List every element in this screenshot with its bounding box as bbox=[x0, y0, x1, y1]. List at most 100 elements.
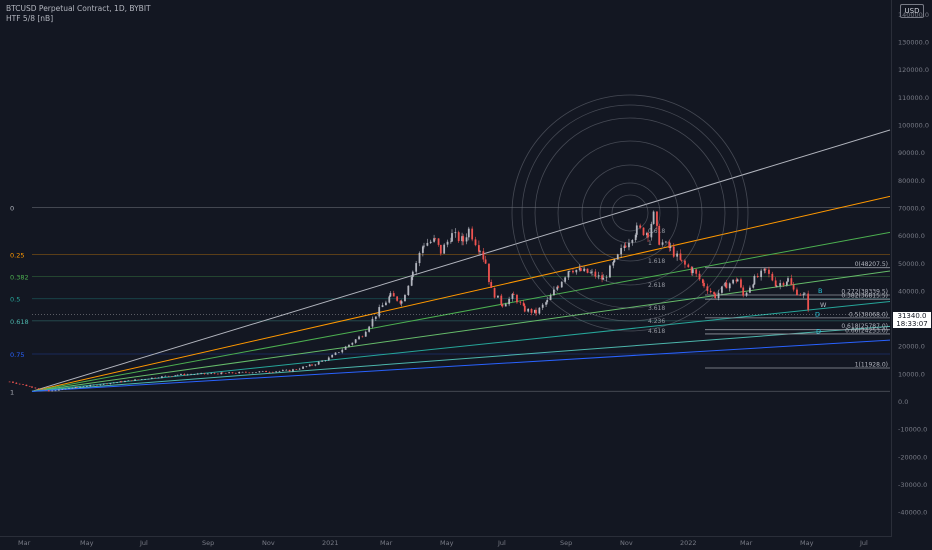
candle-body bbox=[415, 263, 418, 272]
candle-body bbox=[512, 293, 515, 295]
candle-body bbox=[721, 286, 723, 293]
candle-body bbox=[612, 262, 615, 266]
candle-body bbox=[454, 232, 457, 234]
candle-body bbox=[154, 377, 157, 379]
candle-body bbox=[361, 336, 364, 338]
candle-body bbox=[724, 282, 727, 287]
retracement-label: 0.66(24253.0) bbox=[845, 327, 888, 334]
x-tick-label: May bbox=[440, 539, 454, 547]
candle-body bbox=[725, 282, 728, 289]
chart-title: BTCUSD Perpetual Contract, 1D, BYBIT bbox=[6, 4, 151, 13]
wave-label: B bbox=[818, 287, 822, 295]
candle-body bbox=[634, 234, 637, 241]
candle-body bbox=[635, 225, 638, 235]
candle-body bbox=[467, 228, 470, 238]
candle-body bbox=[471, 228, 474, 240]
bar-countdown: 18:33:07 bbox=[896, 320, 928, 328]
candle-body bbox=[451, 233, 453, 242]
fib-circle bbox=[521, 104, 739, 322]
currency-button[interactable]: USD bbox=[900, 4, 924, 18]
candle-body bbox=[449, 241, 452, 243]
fan-line bbox=[31, 270, 891, 392]
candle-body bbox=[106, 383, 108, 385]
fib-circle bbox=[511, 94, 749, 332]
candle-body bbox=[661, 242, 664, 245]
candle-body bbox=[407, 285, 410, 296]
candle-body bbox=[12, 381, 14, 383]
candle-body bbox=[196, 373, 199, 375]
candle-body bbox=[358, 336, 360, 340]
y-tick-label: 90000.0 bbox=[898, 149, 925, 157]
candle-body bbox=[479, 251, 481, 252]
candle-body bbox=[714, 294, 717, 298]
candle-body bbox=[281, 370, 284, 372]
wave-label: W bbox=[820, 301, 827, 309]
candle-body bbox=[221, 372, 224, 374]
candle-body bbox=[516, 294, 518, 303]
candle-body bbox=[465, 237, 468, 242]
candle-body bbox=[462, 236, 465, 242]
candle-body bbox=[389, 293, 392, 297]
candle-body bbox=[792, 284, 795, 290]
candle-body bbox=[34, 387, 37, 389]
candle-body bbox=[64, 388, 67, 390]
candle-body bbox=[807, 293, 810, 310]
candle-body bbox=[268, 372, 271, 373]
y-tick-label: 100000.0 bbox=[898, 122, 929, 130]
candle-body bbox=[616, 254, 619, 260]
candle-body bbox=[439, 244, 442, 254]
candle-body bbox=[434, 238, 437, 239]
candle-body bbox=[298, 368, 301, 370]
fan-line bbox=[31, 325, 891, 392]
candle-body bbox=[334, 352, 337, 355]
candle-body bbox=[736, 279, 739, 282]
candle-body bbox=[764, 268, 767, 270]
y-tick-label: -10000.0 bbox=[898, 426, 927, 434]
candle-body bbox=[785, 281, 788, 286]
candle-body bbox=[150, 377, 153, 379]
candle-body bbox=[594, 271, 597, 277]
fib-level-label: 1 bbox=[10, 388, 14, 396]
candle-body bbox=[54, 390, 57, 392]
candle-body bbox=[698, 273, 701, 280]
candle-body bbox=[57, 389, 60, 391]
candle-body bbox=[802, 293, 805, 296]
candle-body bbox=[691, 269, 694, 274]
y-tick-label: 20000.0 bbox=[898, 343, 925, 351]
candle-body bbox=[8, 381, 11, 383]
candle-body bbox=[140, 379, 143, 380]
candle-body bbox=[601, 275, 603, 280]
candle-body bbox=[85, 386, 88, 387]
fib-level-label: 0.75 bbox=[10, 351, 24, 359]
y-tick-label: 60000.0 bbox=[898, 232, 925, 240]
x-tick-label: Mar bbox=[380, 539, 393, 547]
candle-body bbox=[193, 374, 196, 375]
candle-body bbox=[620, 248, 623, 255]
candle-body bbox=[690, 267, 693, 274]
candle-body bbox=[591, 271, 593, 273]
time-axis-divider bbox=[0, 536, 892, 537]
candle-body bbox=[255, 372, 257, 373]
candle-body bbox=[341, 349, 344, 353]
candle-body bbox=[44, 389, 47, 391]
candle-body bbox=[31, 386, 33, 388]
candle-body bbox=[102, 383, 105, 385]
candle-body bbox=[213, 373, 216, 374]
fib-level-label: 0.5 bbox=[10, 296, 20, 304]
fib-circle-label: 2.618 bbox=[648, 282, 665, 289]
candle-body bbox=[763, 268, 766, 271]
candle-body bbox=[275, 371, 278, 373]
candle-body bbox=[112, 382, 115, 384]
candle-body bbox=[672, 246, 675, 257]
candle-body bbox=[799, 295, 802, 296]
candle-body bbox=[278, 371, 281, 372]
candle-body bbox=[713, 292, 715, 295]
candle-body bbox=[768, 269, 770, 274]
retracement-label: 1(11928.0) bbox=[855, 362, 888, 369]
candle-body bbox=[609, 265, 611, 278]
candle-body bbox=[752, 284, 755, 288]
candle-body bbox=[348, 344, 350, 347]
candle-body bbox=[578, 268, 581, 270]
candle-body bbox=[493, 287, 496, 298]
